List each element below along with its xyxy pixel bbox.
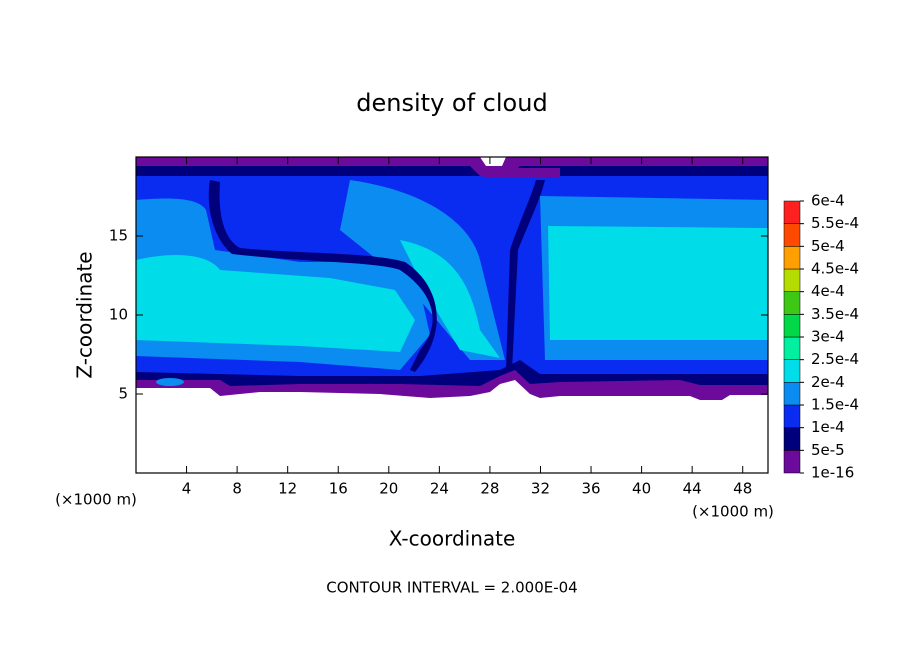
colorbar-label: 1e-16 [811,464,854,482]
colorbar-label: 1e-4 [811,418,845,436]
x-tick-label: 4 [182,480,192,498]
colorbar-box [783,268,801,292]
colorbar-label: 1.5e-4 [811,396,859,414]
y-tick-label: 5 [118,385,128,403]
colorbar-box [783,359,801,383]
colorbar-label: 3e-4 [811,328,845,346]
colorbar-box [783,336,801,360]
y-tick-label: 15 [109,227,128,245]
colorbar-label: 2.5e-4 [811,350,859,368]
colorbar-label: 5.5e-4 [811,214,859,232]
footer-note: CONTOUR INTERVAL = 2.000E-04 [326,579,577,597]
colorbar-box [783,223,801,247]
x-tick-label: 36 [581,480,600,498]
colorbar-box [783,382,801,406]
chart-title: density of cloud [356,89,547,117]
x-tick-label: 12 [278,480,297,498]
colorbar-label: 6e-4 [811,192,845,210]
colorbar-label: 5e-4 [811,237,845,255]
y-tick-label: 10 [109,306,128,324]
colorbar-label: 4e-4 [811,282,845,300]
x-tick-label: 20 [379,480,398,498]
colorbar-box [783,404,801,428]
y-axis-label: Z-coordinate [73,251,97,378]
colorbar-label: 3.5e-4 [811,305,859,323]
colorbar-box [783,450,801,474]
colorbar-box [783,246,801,270]
x-tick-label: 24 [430,480,449,498]
x-tick-label: 16 [329,480,348,498]
colorbar-box [783,200,801,224]
x-unit-label: (×1000 m) [692,503,774,521]
x-tick-label: 44 [683,480,702,498]
colorbar-box [783,291,801,315]
x-tick-label: 48 [733,480,752,498]
colorbar-label: 5e-5 [811,441,845,459]
contour-field [136,157,768,400]
x-tick-label: 8 [232,480,242,498]
colorbar-box [783,314,801,338]
x-tick-label: 28 [480,480,499,498]
colorbar-box [783,427,801,451]
x-tick-label: 40 [632,480,651,498]
colorbar-label: 2e-4 [811,373,845,391]
colorbar-label: 4.5e-4 [811,260,859,278]
x-tick-label: 32 [531,480,550,498]
x-unit-label: (×1000 m) [55,491,137,509]
x-axis-label: X-coordinate [389,527,516,551]
